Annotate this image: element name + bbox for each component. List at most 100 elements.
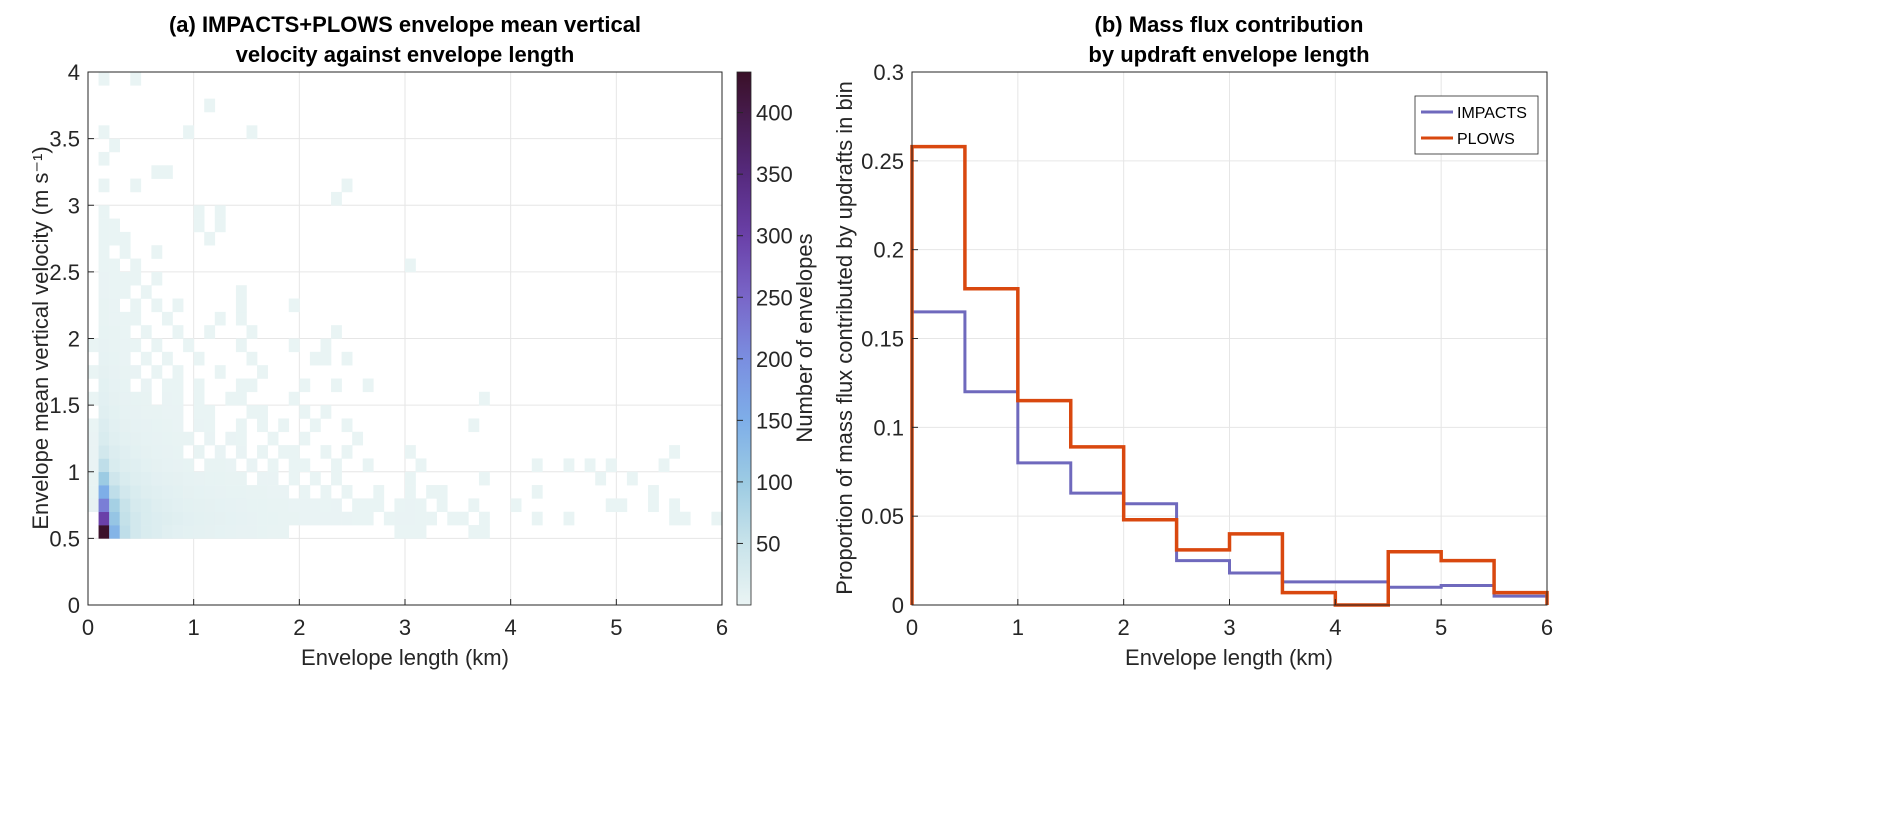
colorbar-ticks: 50 100 150 200 250 300 350 400 [737,101,793,556]
heatmap-cell [98,245,110,259]
heatmap-cell [341,511,353,526]
heatmap-cell [225,511,237,526]
heatmap-cell [235,485,247,499]
heatmap-cell [299,431,311,446]
heatmap-cell [584,458,596,473]
heatmap-cell [246,525,258,539]
y-tick-label: 3.5 [49,127,80,152]
heatmap-cell [172,391,184,406]
heatmap-cell [257,365,268,379]
heatmap-cell [130,72,142,86]
heatmap-cell [257,485,268,499]
heatmap-cell [98,391,110,406]
heatmap-cell [288,511,300,526]
heatmap-cell [225,498,237,513]
heatmap-cell [109,378,120,393]
panel-b-stairs: (b) Mass flux contribution by updraft en… [832,12,1553,670]
heatmap-cell [161,525,173,539]
panel-b-title-line1: (b) Mass flux contribution [1095,12,1364,37]
heatmap-cell [405,445,416,459]
colorbar-label: Number of envelopes [792,233,817,442]
heatmap-cell [193,418,205,433]
heatmap-cell [88,471,99,486]
heatmap-cell [161,405,173,419]
colorbar-tick-label: 400 [756,101,793,126]
heatmap-cell [98,471,110,486]
heatmap-cell [193,205,205,219]
heatmap-cell [352,431,364,446]
heatmap-cell [288,298,300,313]
heatmap-cell [161,165,173,179]
heatmap-cell [405,525,416,539]
heatmap-cell [119,325,131,339]
heatmap-cell [130,511,142,526]
y-tick-label: 0.1 [873,415,904,440]
heatmap-cell [119,445,131,459]
heatmap-cell [109,525,120,539]
heatmap-cell [531,458,543,473]
heatmap-cell [140,325,152,339]
heatmap-cell [299,405,311,419]
heatmap-cell [468,525,480,539]
heatmap-cell [447,511,459,526]
heatmap-cell [130,471,142,486]
heatmap-cell [309,351,321,366]
heatmap-cell [161,378,173,393]
heatmap-cell [288,391,300,406]
x-tick-label: 1 [1012,615,1024,640]
heatmap-cell [119,525,131,539]
heatmap-cell [235,378,247,393]
heatmap-cell [109,298,120,313]
heatmap-cell [320,338,332,353]
heatmap-cell [183,525,194,539]
heatmap-cell [383,511,395,526]
heatmap-cell [225,525,237,539]
heatmap-cell [109,391,120,406]
heatmap-cell [109,258,120,273]
heatmap-cell [193,218,205,233]
heatmap-cell [204,498,216,513]
heatmap-cell [246,351,258,366]
heatmap-cell [235,391,247,406]
heatmap-cell [320,498,332,513]
heatmap-cell [373,485,385,499]
heatmap-cell [246,405,258,419]
heatmap-cell [88,418,99,433]
x-tick-label: 5 [610,615,622,640]
heatmap-cell [98,205,110,219]
heatmap-cell [352,498,364,513]
colorbar-tick-label: 250 [756,285,793,310]
heatmap-cell [225,431,237,446]
heatmap-cell [151,405,163,419]
heatmap-cell [214,471,226,486]
heatmap-cell [98,151,110,166]
heatmap-cell [669,498,681,513]
heatmap-cell [320,485,332,499]
x-tick-label: 0 [82,615,94,640]
x-tick-label: 4 [1329,615,1341,640]
heatmap-cell [140,391,152,406]
heatmap-cell [98,218,110,233]
heatmap-cell [98,178,110,193]
heatmap-cell [204,525,216,539]
heatmap-cell [151,298,163,313]
heatmap-cell [161,485,173,499]
heatmap-cell [119,471,131,486]
heatmap-cell [235,285,247,299]
heatmap-cell [161,511,173,526]
heatmap-cell [341,351,353,366]
heatmap-cell [193,405,205,419]
heatmap-cell [214,525,226,539]
heatmap-cell [563,458,575,473]
heatmap-cell [658,458,670,473]
heatmap-cell [436,485,448,499]
heatmap-cell [109,231,120,246]
heatmap-cell [172,498,184,513]
heatmap-cell [278,418,290,433]
heatmap-cell [193,351,205,366]
heatmap-cell [88,485,99,499]
heatmap-cell [151,365,163,379]
heatmap-cell [648,485,659,499]
panel-b-xlabel: Envelope length (km) [1125,645,1333,670]
heatmap-cell [151,525,163,539]
